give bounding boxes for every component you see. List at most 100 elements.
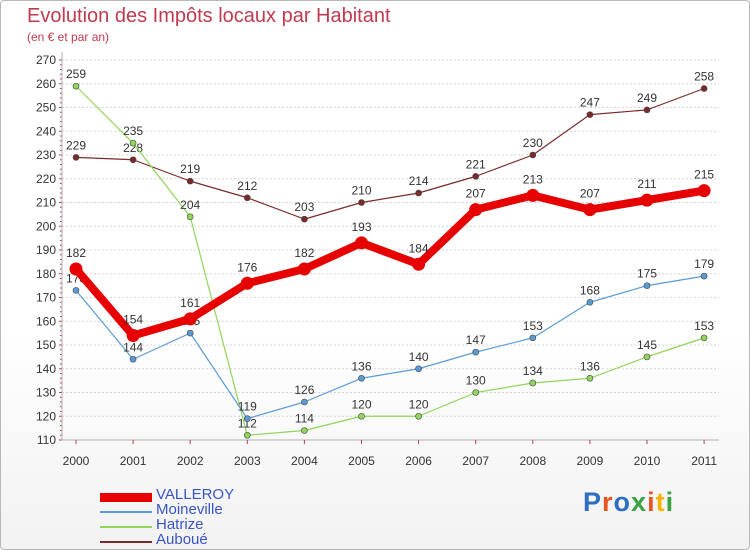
legend-swatch-hatrize [100,526,152,528]
data-label-hatrize: 136 [580,359,600,373]
y-tick-label: 250 [36,101,56,115]
data-point-hatrize [415,412,422,420]
data-point-hatrize [72,82,80,90]
data-point-valleroy [183,312,197,326]
data-point-auboue [301,215,308,223]
data-label-auboue: 228 [123,141,143,155]
y-tick-label: 220 [36,172,56,186]
series-line-valleroy [72,186,705,340]
data-label-moineville: 126 [294,383,314,397]
data-point-valleroy [697,184,711,198]
data-point-hatrize [529,379,537,387]
x-tick-label: 2004 [291,454,318,468]
data-label-valleroy: 193 [351,220,371,234]
data-label-hatrize: 153 [694,319,714,333]
data-point-auboue [529,151,537,159]
y-tick-label: 210 [36,196,56,210]
data-point-moineville [186,329,194,337]
data-label-valleroy: 184 [409,241,429,255]
data-point-moineville [586,298,594,306]
y-tick-label: 240 [36,124,56,138]
legend-label-moineville: Moineville [156,501,223,518]
data-point-auboue [415,189,422,197]
data-label-moineville: 119 [238,400,257,414]
data-point-moineville [301,398,308,406]
y-tick-label: 140 [36,362,56,376]
proxiti-logo: Proxiti [583,487,674,518]
data-point-valleroy [297,262,311,276]
data-point-hatrize [700,334,708,342]
data-label-valleroy: 161 [180,296,200,310]
data-label-auboue: 219 [180,162,200,176]
x-tick-label: 2000 [63,454,90,468]
data-label-hatrize: 134 [523,364,543,378]
data-label-auboue: 249 [637,91,657,105]
logo-letter: i [647,487,656,517]
logo-letter: t [655,487,666,517]
y-tick-label: 200 [36,219,56,233]
x-tick-label: 2009 [577,454,604,468]
data-point-valleroy [640,193,654,207]
data-label-moineville: 175 [637,267,657,281]
y-tick-label: 260 [36,77,56,91]
data-point-valleroy [240,276,254,290]
x-tick-label: 2001 [120,454,147,468]
data-label-moineville: 168 [580,283,600,297]
data-point-auboue [700,85,708,92]
legend-swatch-auboue [100,541,152,543]
logo-letter: i [665,487,675,517]
data-label-valleroy: 182 [66,246,86,260]
data-point-moineville [129,355,137,363]
data-point-auboue [472,173,480,180]
data-point-hatrize [186,213,194,221]
data-point-moineville [529,334,537,342]
data-label-valleroy: 207 [580,187,600,201]
y-tick-label: 110 [37,433,56,447]
data-point-valleroy [526,188,540,202]
legend-label-auboue: Auboué [156,531,208,548]
y-tick-label: 150 [36,338,56,352]
data-label-valleroy: 213 [523,172,543,186]
data-point-moineville [72,287,80,294]
data-point-moineville [358,374,365,382]
data-label-hatrize: 114 [295,412,314,426]
data-point-hatrize [643,353,651,361]
data-label-hatrize: 235 [123,124,143,138]
data-point-moineville [244,415,251,422]
data-label-moineville: 179 [694,257,714,271]
data-point-moineville [643,282,651,289]
data-label-auboue: 212 [237,179,257,193]
legend-label-hatrize: Hatrize [156,516,204,533]
data-point-auboue [72,154,80,161]
x-tick-label: 2006 [405,454,432,468]
data-label-moineville: 136 [351,359,371,373]
data-point-valleroy [126,329,140,342]
data-label-auboue: 230 [523,136,543,150]
legend-swatch-valleroy [100,492,152,502]
data-point-hatrize [358,412,365,420]
data-point-auboue [244,194,251,202]
data-label-auboue: 203 [294,200,314,214]
data-point-hatrize [301,427,308,434]
data-point-hatrize [244,431,251,439]
data-label-hatrize: 112 [238,416,257,430]
data-label-auboue: 210 [351,184,371,198]
data-point-hatrize [472,389,480,396]
y-tick-label: 120 [36,409,56,423]
x-tick-label: 2002 [177,454,204,468]
data-point-hatrize [586,374,594,382]
data-label-auboue: 221 [466,157,486,171]
series-line-auboue [75,87,705,220]
data-point-valleroy [355,236,368,250]
data-label-hatrize: 130 [466,374,486,388]
data-label-auboue: 258 [694,70,714,84]
data-point-auboue [358,199,365,206]
y-tick-label: 190 [36,243,56,257]
logo-letter: x [631,487,648,517]
data-label-auboue: 214 [409,174,429,188]
data-point-auboue [186,177,194,185]
data-point-moineville [472,348,480,356]
data-point-auboue [586,111,594,118]
data-label-valleroy: 182 [294,246,314,260]
